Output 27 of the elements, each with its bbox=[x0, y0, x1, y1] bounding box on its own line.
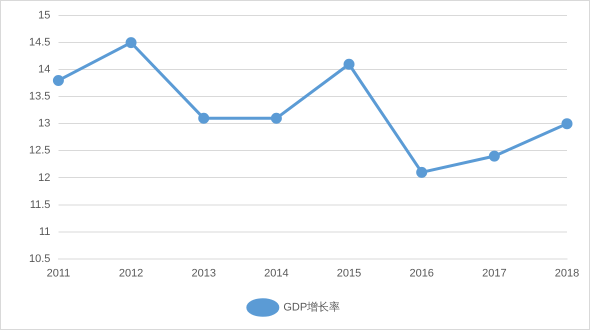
x-tick-label: 2017 bbox=[482, 267, 507, 280]
y-tick-label: 12 bbox=[38, 172, 50, 184]
y-tick-label: 14.5 bbox=[28, 36, 50, 49]
y-tick-label: 14 bbox=[38, 64, 50, 76]
x-tick-label: 2018 bbox=[554, 267, 580, 280]
legend-label: GDP增长率 bbox=[283, 300, 340, 314]
x-tick-label: 2014 bbox=[264, 267, 289, 280]
y-tick-label: 12.5 bbox=[28, 144, 50, 157]
x-tick-label: 2015 bbox=[336, 267, 362, 280]
y-tick-label: 11 bbox=[38, 226, 50, 238]
point bbox=[52, 74, 64, 86]
point bbox=[562, 118, 572, 130]
x-tick-label: 2016 bbox=[409, 267, 434, 280]
x-tick-label: 2012 bbox=[118, 267, 144, 280]
y-tick-label: 15 bbox=[38, 10, 50, 22]
y-tick-label: 11.5 bbox=[30, 198, 50, 211]
point bbox=[488, 150, 500, 162]
point bbox=[270, 112, 282, 124]
point bbox=[126, 37, 137, 48]
point bbox=[416, 166, 428, 178]
y-tick-label: 10.5 bbox=[28, 252, 50, 265]
x-tick-label: 2013 bbox=[191, 267, 216, 280]
y-tick-label: 13.5 bbox=[28, 90, 50, 103]
y-tick-label: 13 bbox=[38, 118, 50, 130]
point bbox=[344, 58, 355, 70]
x-tick-label: 2011 bbox=[46, 267, 70, 280]
point bbox=[198, 112, 210, 124]
